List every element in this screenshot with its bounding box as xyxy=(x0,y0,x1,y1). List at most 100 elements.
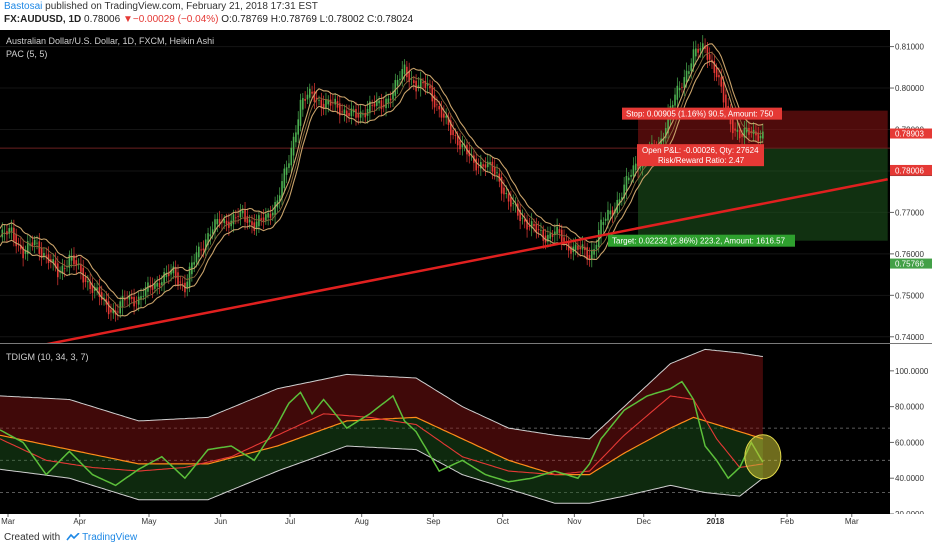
tdigm-value-axis[interactable] xyxy=(890,344,932,514)
candle-up xyxy=(685,70,688,83)
main-pane[interactable]: 0.810000.800000.790000.780000.770000.760… xyxy=(0,30,932,355)
candle-up xyxy=(417,85,420,88)
candle-up xyxy=(283,168,286,189)
candle-up xyxy=(512,202,514,205)
time-tick-label: Nov xyxy=(567,517,581,526)
candle-down xyxy=(732,119,734,134)
candle-up xyxy=(142,296,145,297)
time-axis[interactable] xyxy=(0,514,932,530)
candle-down xyxy=(507,193,510,202)
candle-up xyxy=(378,100,380,104)
candle-down xyxy=(503,187,505,195)
pac-indicator-label: PAC (5, 5) xyxy=(6,49,47,59)
tradingview-link[interactable]: TradingView xyxy=(82,532,138,543)
candle-up xyxy=(362,114,364,116)
candle-up xyxy=(140,296,142,300)
candle-up xyxy=(604,218,607,221)
candle-down xyxy=(107,301,110,315)
candle-up xyxy=(623,184,625,199)
pac-upper-line xyxy=(0,43,764,300)
candle-down xyxy=(477,166,480,168)
candle-up xyxy=(271,212,274,216)
candle-up xyxy=(618,199,621,205)
price-badge: 0.78903 xyxy=(890,128,932,139)
candle-down xyxy=(20,245,22,250)
candle-down xyxy=(31,242,34,247)
candle-up xyxy=(216,218,219,225)
candle-down xyxy=(202,248,205,251)
tdigm-lower-band xyxy=(0,445,764,504)
candle-down xyxy=(389,98,392,101)
candle-down xyxy=(373,103,376,107)
stop-label[interactable]: Stop: 0.00905 (1.16%) 90.5, Amount: 750 xyxy=(622,107,782,120)
candle-down xyxy=(570,246,572,254)
candle-down xyxy=(117,311,119,313)
symbol-line: FX:AUDUSD, 1D 0.78006 ▼−0.00029 (−0.04%)… xyxy=(4,14,413,26)
candle-up xyxy=(394,80,397,96)
candle-up xyxy=(410,78,413,80)
tdigm-pane-background xyxy=(0,344,890,514)
price-axis[interactable] xyxy=(890,30,932,343)
candle-up xyxy=(590,249,593,260)
candle-down xyxy=(706,46,709,60)
price-tick-label: 0.74000 xyxy=(895,333,924,342)
candle-down xyxy=(98,287,101,297)
candle-up xyxy=(699,48,702,51)
time-tick-label: Jun xyxy=(214,517,227,526)
candle-up xyxy=(87,281,89,283)
candle-up xyxy=(211,229,214,234)
candle-down xyxy=(755,131,757,136)
candle-up xyxy=(602,222,605,225)
chart-canvas[interactable]: 0.810000.800000.790000.780000.770000.760… xyxy=(0,30,932,530)
support-trendline[interactable] xyxy=(0,178,888,355)
candle-up xyxy=(660,138,662,148)
candle-down xyxy=(708,54,711,60)
candle-up xyxy=(290,147,293,166)
time-tick-label: Jul xyxy=(285,517,295,526)
candle-up xyxy=(161,282,163,286)
candle-up xyxy=(396,79,399,86)
publish-info: published on TradingView.com, February 2… xyxy=(45,1,318,12)
candle-down xyxy=(422,81,424,84)
candle-up xyxy=(156,282,158,287)
candle-up xyxy=(556,226,558,235)
stop-label-text: Stop: 0.00905 (1.16%) 90.5, Amount: 750 xyxy=(626,110,774,119)
candle-down xyxy=(269,213,272,218)
tdigm-signal-line xyxy=(0,395,763,476)
candle-up xyxy=(343,109,346,114)
target-label[interactable]: Target: 0.02232 (2.86%) 223.2, Amount: 1… xyxy=(608,234,795,247)
candle-down xyxy=(181,283,184,285)
candle-down xyxy=(253,222,256,231)
candle-up xyxy=(299,99,302,126)
candle-up xyxy=(762,131,764,139)
candle-up xyxy=(690,63,692,71)
candle-up xyxy=(359,111,362,118)
highlight-ellipse[interactable] xyxy=(744,434,782,480)
candle-up xyxy=(223,219,226,224)
price-tick-label: 0.76000 xyxy=(895,250,924,259)
candle-down xyxy=(542,229,545,241)
candle-up xyxy=(33,239,36,246)
candle-down xyxy=(438,106,441,110)
candle-down xyxy=(757,132,760,142)
candle-up xyxy=(302,98,304,110)
time-tick-label: Apr xyxy=(73,517,86,526)
candle-down xyxy=(6,231,8,235)
candle-down xyxy=(586,247,588,260)
candle-down xyxy=(415,80,417,92)
candle-down xyxy=(133,296,135,307)
candle-down xyxy=(237,216,239,217)
candle-down xyxy=(130,296,133,299)
pnl-label[interactable]: Open P&L: -0.00026, Qty: 27624Risk/Rewar… xyxy=(637,144,764,167)
author-link[interactable]: Bastosai xyxy=(4,1,43,12)
candle-up xyxy=(514,204,517,206)
candle-down xyxy=(738,130,741,139)
candle-up xyxy=(387,98,390,103)
candle-up xyxy=(692,49,695,68)
candle-up xyxy=(521,217,524,219)
candle-down xyxy=(429,85,431,89)
candle-down xyxy=(313,91,316,102)
footer: Created with TradingView xyxy=(4,531,137,545)
candle-down xyxy=(443,113,445,118)
